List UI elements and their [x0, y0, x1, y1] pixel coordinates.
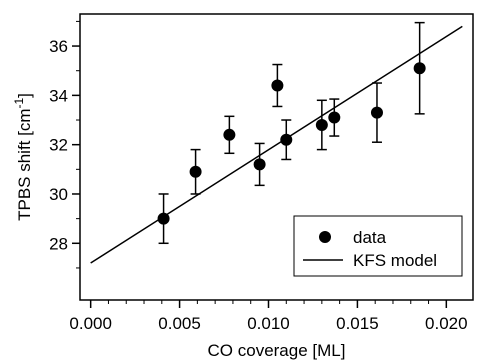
legend-label-data: data — [353, 228, 387, 247]
data-point — [413, 62, 426, 75]
data-point — [370, 106, 383, 119]
data-point — [223, 128, 236, 141]
y-axis-title-main: TPBS shift [cm — [15, 108, 34, 220]
y-axis-title-end: ] — [15, 93, 34, 98]
kfs-model-line — [90, 25, 463, 264]
x-tick-label: 0.000 — [69, 314, 112, 333]
legend-label-kfs-model: KFS model — [353, 251, 437, 270]
data-point — [315, 118, 328, 131]
plot-content — [90, 21, 463, 264]
y-axis-title-superscript: -1 — [12, 97, 26, 108]
x-tick-label: 0.010 — [247, 314, 290, 333]
x-tick-label: 0.015 — [336, 314, 379, 333]
y-tick-label: 34 — [49, 86, 68, 105]
data-point — [189, 165, 202, 178]
y-tick-label: 30 — [49, 185, 68, 204]
plot-frame — [79, 13, 474, 301]
legend: data KFS model — [293, 215, 463, 277]
y-axis-ticks: 28 30 32 34 36 — [49, 20, 80, 269]
data-point — [271, 79, 284, 92]
x-axis-title: CO coverage [ML] — [208, 341, 346, 360]
legend-box — [293, 215, 463, 277]
x-tick-label: 0.005 — [158, 314, 201, 333]
y-tick-label: 32 — [49, 136, 68, 155]
data-point — [280, 133, 293, 146]
legend-marker-data — [319, 231, 331, 243]
data-point — [328, 111, 341, 124]
data-point — [253, 158, 266, 171]
x-tick-label: 0.020 — [425, 314, 468, 333]
y-tick-label: 28 — [49, 234, 68, 253]
y-tick-label: 36 — [49, 37, 68, 56]
data-point — [157, 212, 170, 225]
axes: 0.000 0.005 0.010 0.015 0.020 28 30 32 34 36 — [49, 13, 474, 333]
x-axis-ticks: 0.000 0.005 0.010 0.015 0.020 — [69, 300, 468, 333]
y-axis-title: TPBS shift [cm-1] — [12, 93, 34, 221]
